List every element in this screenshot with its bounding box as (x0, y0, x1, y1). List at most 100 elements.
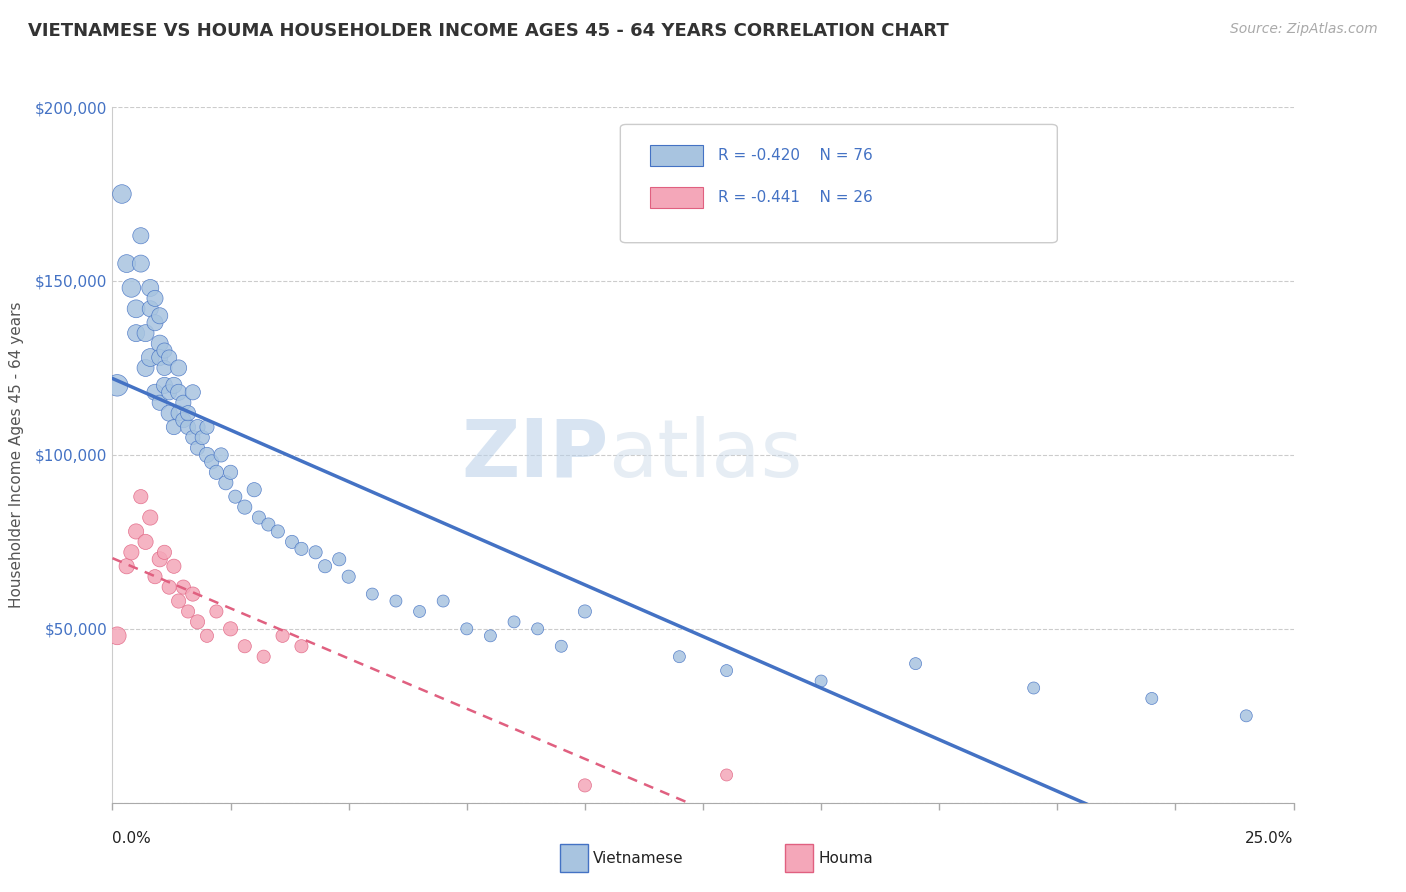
Text: atlas: atlas (609, 416, 803, 494)
Point (716, 664, 738, 678)
Point (157, 351, 180, 365)
Point (904, 657, 927, 671)
Point (181, 431, 204, 445)
Point (153, 378, 176, 392)
Bar (650, 187, 703, 208)
Point (233, 500, 256, 514)
Point (172, 413, 194, 427)
Point (143, 570, 166, 584)
Point (186, 615, 208, 629)
Point (125, 524, 148, 539)
Point (574, 605, 596, 619)
Point (432, 594, 454, 608)
Point (186, 441, 208, 455)
Point (205, 605, 228, 619)
Point (361, 587, 384, 601)
FancyBboxPatch shape (620, 124, 1057, 243)
Point (177, 420, 200, 434)
Point (149, 552, 172, 566)
Point (149, 309, 172, 323)
Point (550, 639, 572, 653)
Point (139, 301, 162, 316)
Point (219, 466, 242, 480)
Point (328, 552, 350, 566)
Point (215, 475, 238, 490)
Point (253, 649, 276, 664)
Point (163, 420, 186, 434)
Point (337, 570, 360, 584)
Point (243, 483, 266, 497)
Point (157, 406, 180, 420)
Text: Source: ZipAtlas.com: Source: ZipAtlas.com (1230, 22, 1378, 37)
Point (125, 301, 148, 316)
Point (314, 559, 336, 574)
Point (574, 778, 596, 792)
Point (135, 360, 157, 375)
Point (408, 605, 430, 619)
Point (167, 360, 190, 375)
Point (716, 768, 738, 782)
Point (271, 629, 294, 643)
Point (163, 378, 186, 392)
Point (209, 448, 232, 462)
Point (163, 559, 186, 574)
Point (281, 534, 304, 549)
Point (201, 455, 224, 469)
Point (1140, 691, 1163, 706)
Point (167, 406, 190, 420)
Point (195, 629, 218, 643)
Point (157, 385, 180, 400)
Point (129, 490, 152, 504)
Point (149, 351, 172, 365)
Point (191, 431, 214, 445)
Point (115, 559, 138, 574)
Text: R = -0.420    N = 76: R = -0.420 N = 76 (718, 148, 873, 163)
Point (205, 466, 228, 480)
Point (224, 490, 246, 504)
Text: R = -0.441    N = 26: R = -0.441 N = 26 (718, 190, 873, 205)
Point (290, 639, 312, 653)
Point (247, 510, 270, 524)
Text: Houma: Houma (818, 851, 873, 865)
Point (257, 517, 280, 532)
Text: 25.0%: 25.0% (1246, 830, 1294, 846)
Point (105, 378, 128, 392)
Point (143, 291, 166, 305)
Point (153, 360, 176, 375)
Text: ZIP: ZIP (461, 416, 609, 494)
Text: VIETNAMESE VS HOUMA HOUSEHOLDER INCOME AGES 45 - 64 YEARS CORRELATION CHART: VIETNAMESE VS HOUMA HOUSEHOLDER INCOME A… (28, 22, 949, 40)
Text: 0.0%: 0.0% (112, 830, 152, 846)
Point (181, 587, 204, 601)
Point (526, 622, 548, 636)
Point (177, 605, 200, 619)
Point (135, 326, 157, 340)
Point (233, 639, 256, 653)
Point (172, 396, 194, 410)
Point (304, 545, 326, 559)
Point (267, 524, 290, 539)
Point (668, 649, 690, 664)
Point (167, 594, 190, 608)
Point (139, 510, 162, 524)
Point (125, 326, 148, 340)
Point (120, 281, 142, 295)
Point (1022, 681, 1045, 695)
Point (143, 385, 166, 400)
Point (456, 622, 478, 636)
Point (153, 545, 176, 559)
Point (195, 448, 218, 462)
Point (503, 615, 526, 629)
Point (186, 420, 208, 434)
Point (149, 396, 172, 410)
Point (385, 594, 408, 608)
Point (149, 336, 172, 351)
Point (181, 385, 204, 400)
Point (139, 281, 162, 295)
Point (167, 385, 190, 400)
Point (139, 351, 162, 365)
Point (105, 629, 128, 643)
Point (1234, 708, 1257, 723)
Point (135, 534, 157, 549)
Point (810, 674, 832, 689)
Text: Vietnamese: Vietnamese (593, 851, 683, 865)
